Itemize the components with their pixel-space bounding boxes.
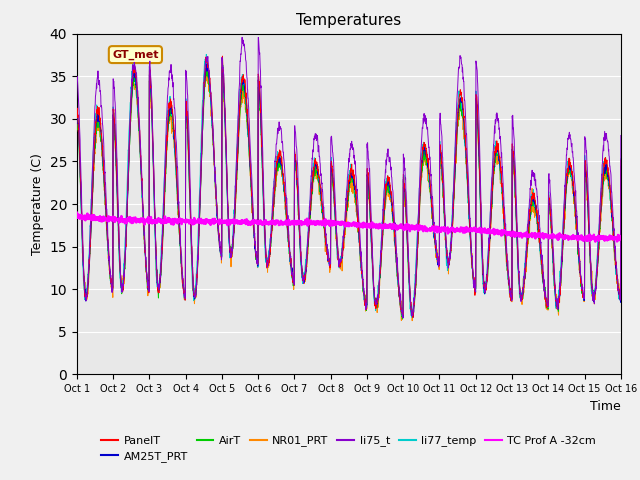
li77_temp <box>584 218 592 224</box>
Title: Temperatures: Temperatures <box>296 13 401 28</box>
NR01_PRT <box>584 216 592 222</box>
li75_t <box>617 132 625 138</box>
AirT <box>399 316 406 322</box>
PanelT <box>584 207 592 213</box>
li75_t <box>238 35 246 40</box>
PanelT <box>219 53 227 59</box>
AirT <box>365 187 372 193</box>
AirT <box>202 63 210 69</box>
NR01_PRT <box>202 68 209 73</box>
X-axis label: Time: Time <box>590 400 621 413</box>
AM25T_PRT <box>399 315 407 321</box>
AirT <box>376 268 384 274</box>
AirT <box>570 187 577 192</box>
NR01_PRT <box>376 267 384 273</box>
Line: TC Prof A -32cm: TC Prof A -32cm <box>77 213 621 241</box>
TC Prof A -32cm <box>73 210 81 216</box>
PanelT <box>570 183 577 189</box>
TC Prof A -32cm <box>617 236 625 241</box>
li77_temp <box>73 108 81 113</box>
AM25T_PRT <box>617 163 625 169</box>
Line: AirT: AirT <box>77 66 621 319</box>
TC Prof A -32cm <box>365 222 372 228</box>
li77_temp <box>399 315 406 321</box>
AM25T_PRT <box>376 264 384 270</box>
li75_t <box>376 258 384 264</box>
PanelT <box>225 226 232 232</box>
li75_t <box>225 216 232 222</box>
TC Prof A -32cm <box>584 235 591 241</box>
TC Prof A -32cm <box>591 239 599 244</box>
PanelT <box>365 178 372 184</box>
AirT <box>617 174 625 180</box>
AirT <box>225 222 232 228</box>
NR01_PRT <box>508 298 515 304</box>
AM25T_PRT <box>225 228 232 234</box>
li77_temp <box>202 51 210 57</box>
NR01_PRT <box>365 192 372 198</box>
Line: AM25T_PRT: AM25T_PRT <box>77 63 621 318</box>
li75_t <box>399 315 407 321</box>
li77_temp <box>617 156 625 161</box>
PanelT <box>508 296 515 301</box>
AirT <box>584 209 592 215</box>
NR01_PRT <box>617 166 625 171</box>
li77_temp <box>376 254 384 260</box>
Line: PanelT: PanelT <box>77 56 621 317</box>
li75_t <box>73 75 81 81</box>
NR01_PRT <box>570 188 577 193</box>
AM25T_PRT <box>73 116 81 121</box>
Y-axis label: Temperature (C): Temperature (C) <box>31 153 44 255</box>
li75_t <box>570 155 577 160</box>
AM25T_PRT <box>365 183 372 189</box>
AM25T_PRT <box>570 180 577 186</box>
Line: li77_temp: li77_temp <box>77 54 621 318</box>
Legend: PanelT, AM25T_PRT, AirT, NR01_PRT, li75_t, li77_temp, TC Prof A -32cm: PanelT, AM25T_PRT, AirT, NR01_PRT, li75_… <box>97 431 600 467</box>
NR01_PRT <box>408 318 416 324</box>
TC Prof A -32cm <box>225 220 232 226</box>
li77_temp <box>570 186 577 192</box>
li77_temp <box>225 236 232 241</box>
PanelT <box>409 314 417 320</box>
NR01_PRT <box>225 226 232 231</box>
Line: NR01_PRT: NR01_PRT <box>77 71 621 321</box>
li77_temp <box>508 294 515 300</box>
Line: li75_t: li75_t <box>77 37 621 318</box>
AM25T_PRT <box>508 295 515 300</box>
PanelT <box>617 157 625 163</box>
li75_t <box>508 292 515 298</box>
AM25T_PRT <box>584 211 592 216</box>
TC Prof A -32cm <box>569 235 577 241</box>
Text: GT_met: GT_met <box>112 49 159 60</box>
TC Prof A -32cm <box>507 233 515 239</box>
AM25T_PRT <box>204 60 211 66</box>
AirT <box>508 295 515 300</box>
AirT <box>73 122 81 128</box>
TC Prof A -32cm <box>376 225 384 231</box>
li75_t <box>584 192 592 197</box>
li77_temp <box>365 175 372 180</box>
PanelT <box>376 268 384 274</box>
NR01_PRT <box>73 119 81 124</box>
PanelT <box>73 110 81 116</box>
li75_t <box>365 156 372 162</box>
